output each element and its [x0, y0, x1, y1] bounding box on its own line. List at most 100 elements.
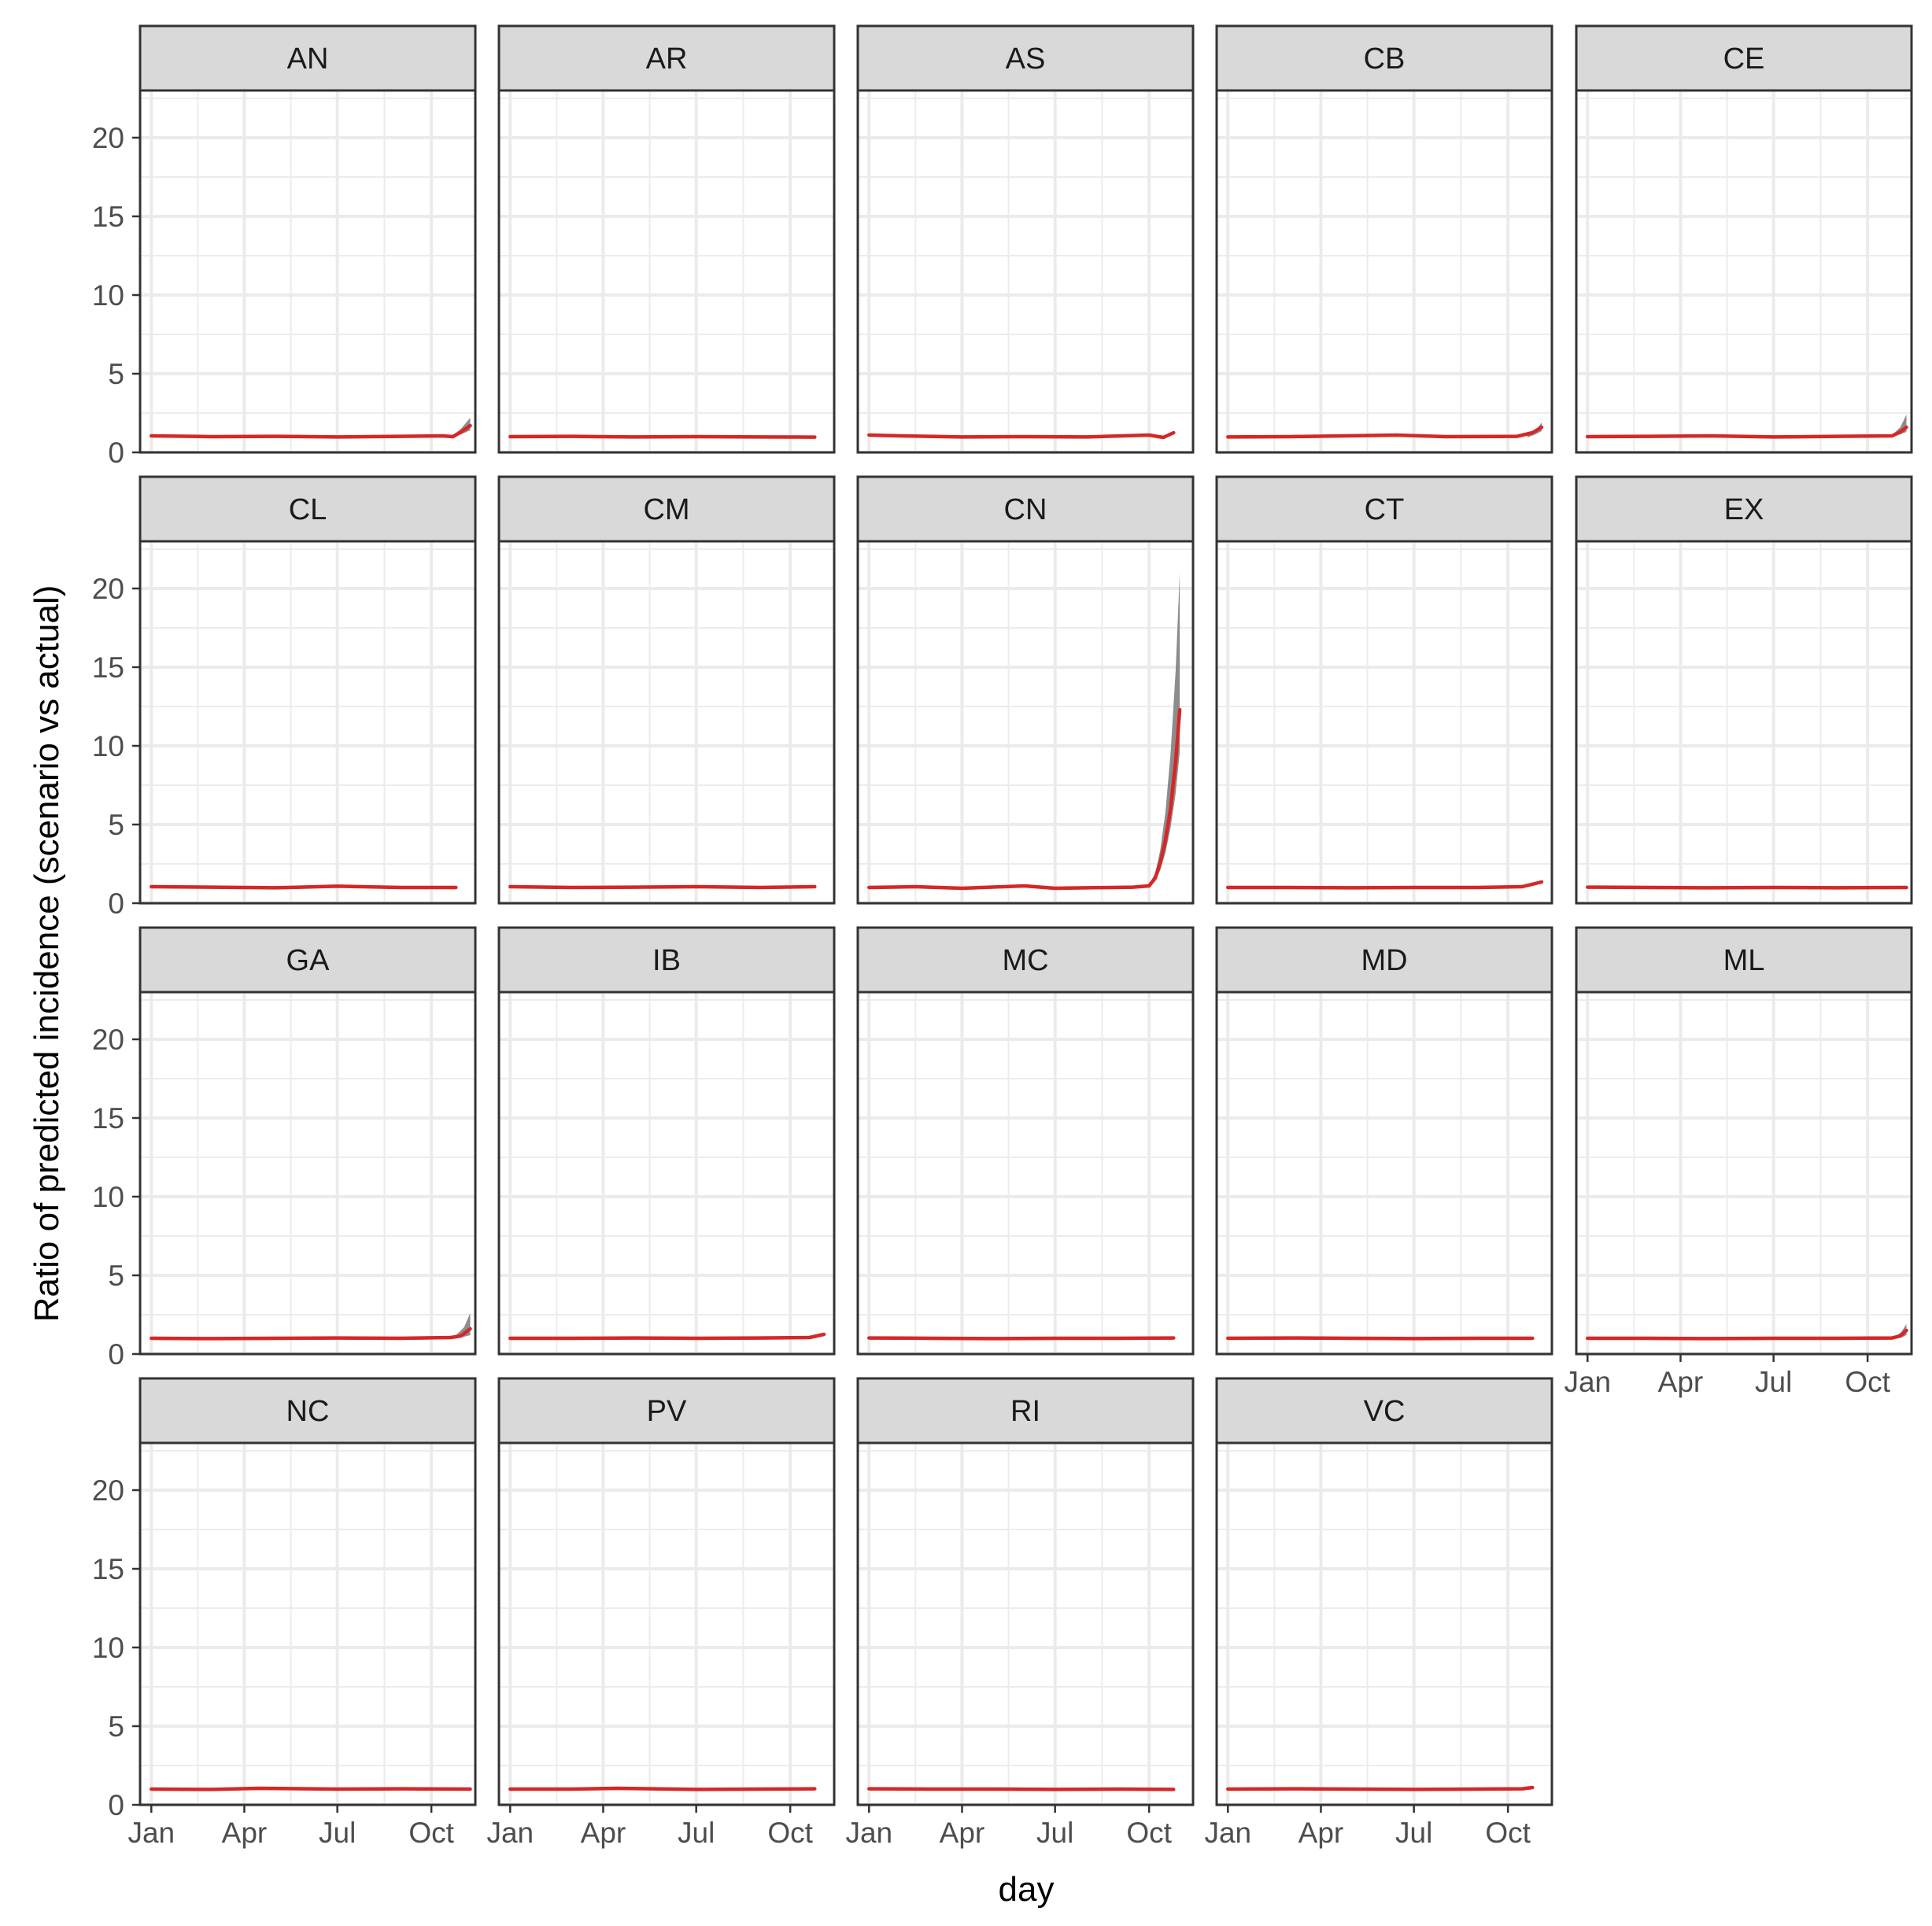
y-tick-label: 20	[92, 122, 124, 154]
facet-panel-AN: AN 0 5 10 15 20	[92, 24, 477, 469]
panel-border	[497, 540, 836, 905]
facet-panel-AS: AS	[856, 24, 1195, 454]
facet-strip-label: MC	[1002, 944, 1048, 977]
facet-strip-label: NC	[286, 1395, 330, 1428]
panel-border	[856, 89, 1195, 454]
x-tick-label: Oct	[767, 1817, 813, 1849]
facet-panel-RI: RI Jan Apr Jul Oct	[845, 1377, 1195, 1849]
ratio-line-VC	[1226, 1785, 1535, 1791]
facet-strip-label: GA	[286, 944, 331, 977]
y-tick-label: 0	[108, 1338, 124, 1371]
x-tick-label: Apr	[940, 1817, 985, 1849]
panel-border	[856, 1441, 1195, 1806]
facet-strip	[497, 24, 836, 92]
facet-strip	[139, 475, 477, 543]
x-tick-label: Jan	[1204, 1817, 1251, 1849]
facet-strip	[139, 24, 477, 92]
ratio-line-CE	[1586, 425, 1908, 439]
facet-strip-label: AR	[646, 42, 688, 76]
y-tick-label: 0	[108, 1789, 124, 1821]
panel-border	[139, 1441, 477, 1806]
y-tick-label: 20	[92, 573, 124, 605]
panel-background	[1217, 541, 1552, 903]
ratio-line-ML	[1586, 1328, 1908, 1341]
facet-strip	[1575, 475, 1913, 543]
panel-background	[1576, 90, 1912, 452]
ratio-line-PV	[508, 1786, 817, 1791]
facet-panel-AR: AR	[497, 24, 836, 454]
facet-strip-label: IB	[652, 944, 681, 977]
x-tick-label: Oct	[1845, 1366, 1890, 1398]
y-tick-label: 20	[92, 1024, 124, 1056]
panel-background	[858, 541, 1193, 903]
facet-panel-GA: GA 0 5 10 15 20	[92, 926, 477, 1371]
panel-background	[1217, 90, 1552, 452]
y-tick-label: 5	[108, 809, 124, 841]
y-tick-label: 20	[92, 1474, 124, 1507]
panel-border	[497, 1441, 836, 1806]
x-tick-label: Oct	[1126, 1817, 1172, 1849]
x-tick-label: Apr	[1298, 1817, 1344, 1849]
y-tick-label: 15	[92, 1553, 124, 1585]
panel-border	[856, 991, 1195, 1356]
ratio-line-CT	[1226, 880, 1544, 890]
facet-panel-MD: MD	[1215, 926, 1553, 1356]
panel-background	[1217, 1443, 1552, 1805]
panel-border	[497, 89, 836, 454]
facet-strip-label: AN	[287, 42, 329, 76]
facet-strip	[497, 1377, 836, 1444]
panel-border	[1215, 991, 1553, 1356]
panel-border	[1215, 540, 1553, 905]
y-tick-label: 15	[92, 651, 124, 684]
ratio-line-AS	[867, 430, 1176, 440]
facet-strip	[856, 24, 1195, 92]
ratio-line-MC	[867, 1336, 1176, 1341]
facet-strip	[856, 1377, 1195, 1444]
panel-border	[1215, 89, 1553, 454]
panel-background	[858, 1443, 1193, 1805]
panel-background	[858, 90, 1193, 452]
panel-border	[139, 540, 477, 905]
facet-strip	[1215, 475, 1553, 543]
panel-border	[856, 540, 1195, 905]
x-tick-label: Jul	[1395, 1817, 1432, 1849]
panel-background	[499, 992, 834, 1354]
ratio-line-CL	[150, 884, 458, 890]
x-tick-label: Jul	[319, 1817, 356, 1849]
panel-border	[1575, 991, 1913, 1356]
facet-strip-label: RI	[1010, 1395, 1040, 1428]
y-axis-title: Ratio of predicted incidence (scenario v…	[28, 585, 66, 1323]
y-tick-label: 15	[92, 1102, 124, 1135]
panel-background	[140, 541, 475, 903]
panel-border	[139, 89, 477, 454]
panel-background	[140, 992, 475, 1354]
panel-border	[1215, 1441, 1553, 1806]
facet-panel-CB: CB	[1215, 24, 1553, 454]
panel-background	[499, 90, 834, 452]
facet-panel-ML: ML Jan Apr Jul Oct	[1564, 926, 1913, 1398]
x-tick-label: Oct	[408, 1817, 454, 1849]
facet-panels: AN 0 5 10 15 20 AR AS CB CE CL 0 5 10 15 20 CM CN CT EX GA 0 5…	[92, 24, 1913, 1849]
panel-background	[1576, 992, 1912, 1354]
x-tick-label: Oct	[1485, 1817, 1531, 1849]
y-tick-label: 5	[108, 1710, 124, 1743]
panel-border	[1575, 89, 1913, 454]
ratio-line-MD	[1226, 1336, 1535, 1341]
facet-strip-label: ML	[1723, 944, 1765, 977]
facet-strip-label: CM	[643, 493, 689, 526]
facet-panel-EX: EX	[1575, 475, 1913, 905]
facet-strip-label: AS	[1006, 42, 1046, 76]
x-tick-label: Jul	[678, 1817, 715, 1849]
facet-panel-MC: MC	[856, 926, 1195, 1356]
x-tick-label: Apr	[1658, 1366, 1704, 1398]
y-tick-label: 10	[92, 1181, 124, 1213]
ratio-line-AN	[150, 423, 472, 439]
facet-panel-CN: CN	[856, 475, 1195, 905]
facet-panel-NC: NC 0 5 10 15 20 Jan Apr Jul Oct	[92, 1377, 477, 1849]
ratio-line-IB	[508, 1332, 826, 1341]
x-tick-label: Jan	[1564, 1366, 1611, 1398]
x-tick-label: Jul	[1755, 1366, 1792, 1398]
facet-strip	[1215, 926, 1553, 994]
facet-strip	[139, 1377, 477, 1444]
